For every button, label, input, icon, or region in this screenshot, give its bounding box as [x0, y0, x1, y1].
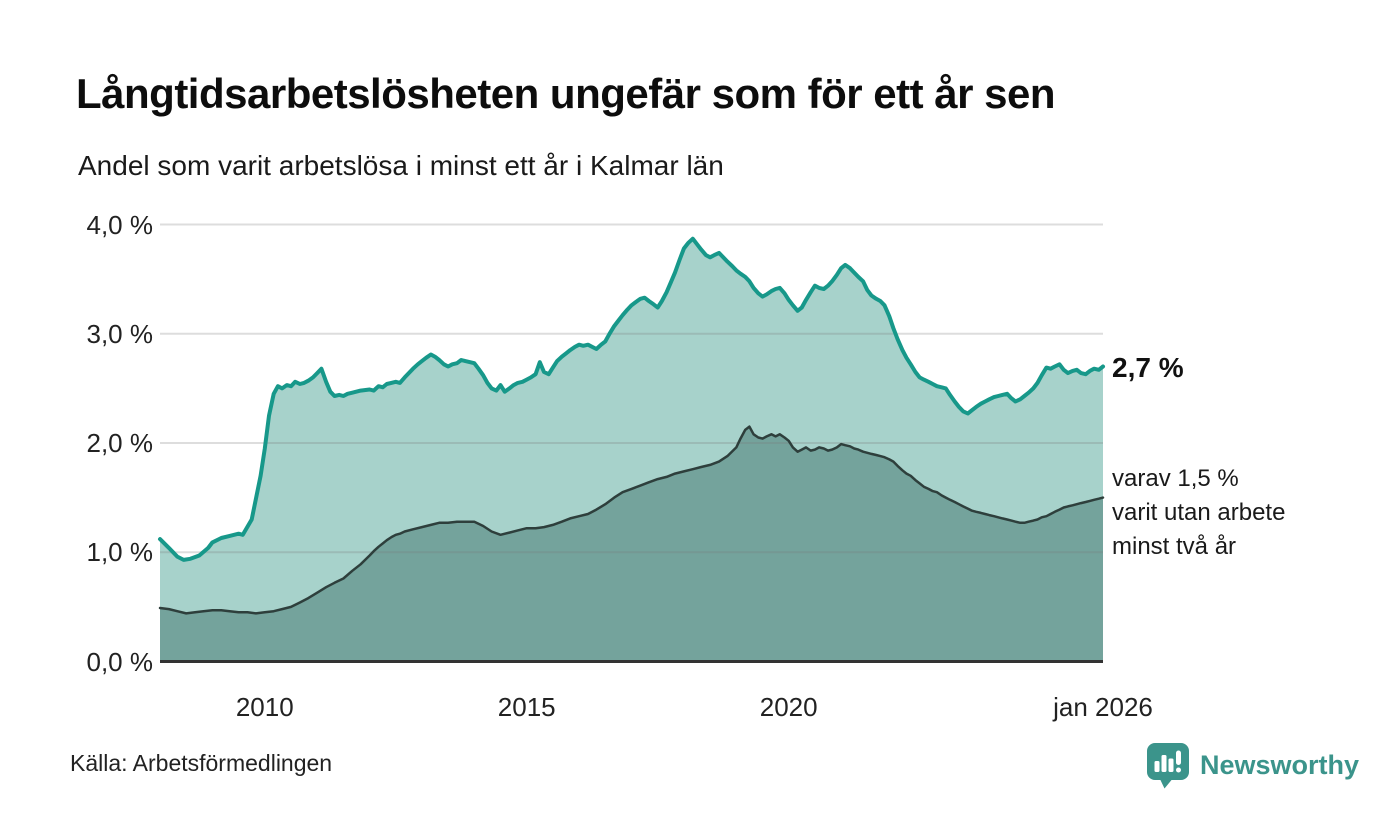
- series2-annotation: varav 1,5 % varit utan arbete minst två …: [1112, 465, 1286, 560]
- chart-title: Långtidsarbetslösheten ungefär som för e…: [76, 70, 1056, 117]
- y-tick-label: 0,0 %: [86, 646, 154, 677]
- y-tick-label: 4,0 %: [86, 209, 154, 240]
- line-unemployed-two-years: [158, 425, 1105, 615]
- x-tick-label: jan 2026: [1053, 692, 1153, 722]
- y-tick-label: 1,0 %: [86, 537, 154, 568]
- latest-value-label: 2,7 %: [1112, 351, 1184, 383]
- x-tick-label: 2010: [235, 692, 294, 722]
- area-fill-unemployed-two-years: [160, 426, 1103, 662]
- chart-subtitle: Andel som varit arbetslösa i minst ett å…: [78, 150, 724, 181]
- x-tick-label: 2015: [497, 692, 556, 722]
- gridlines: [160, 223, 1103, 554]
- x-tick-label: 2020: [759, 692, 818, 722]
- newsworthy-bar-chart-bubble-icon: [1147, 743, 1189, 789]
- y-tick-label: 2,0 %: [86, 428, 154, 458]
- newsworthy-logo[interactable]: Newsworthy: [1146, 742, 1359, 789]
- line-unemployed-one-year: [158, 236, 1105, 562]
- newsworthy-wordmark: Newsworthy: [1200, 750, 1360, 780]
- plot-area: [158, 223, 1105, 663]
- source-attribution: Källa: Arbetsförmedlingen: [70, 750, 333, 776]
- y-tick-label: 3,0 %: [86, 318, 154, 349]
